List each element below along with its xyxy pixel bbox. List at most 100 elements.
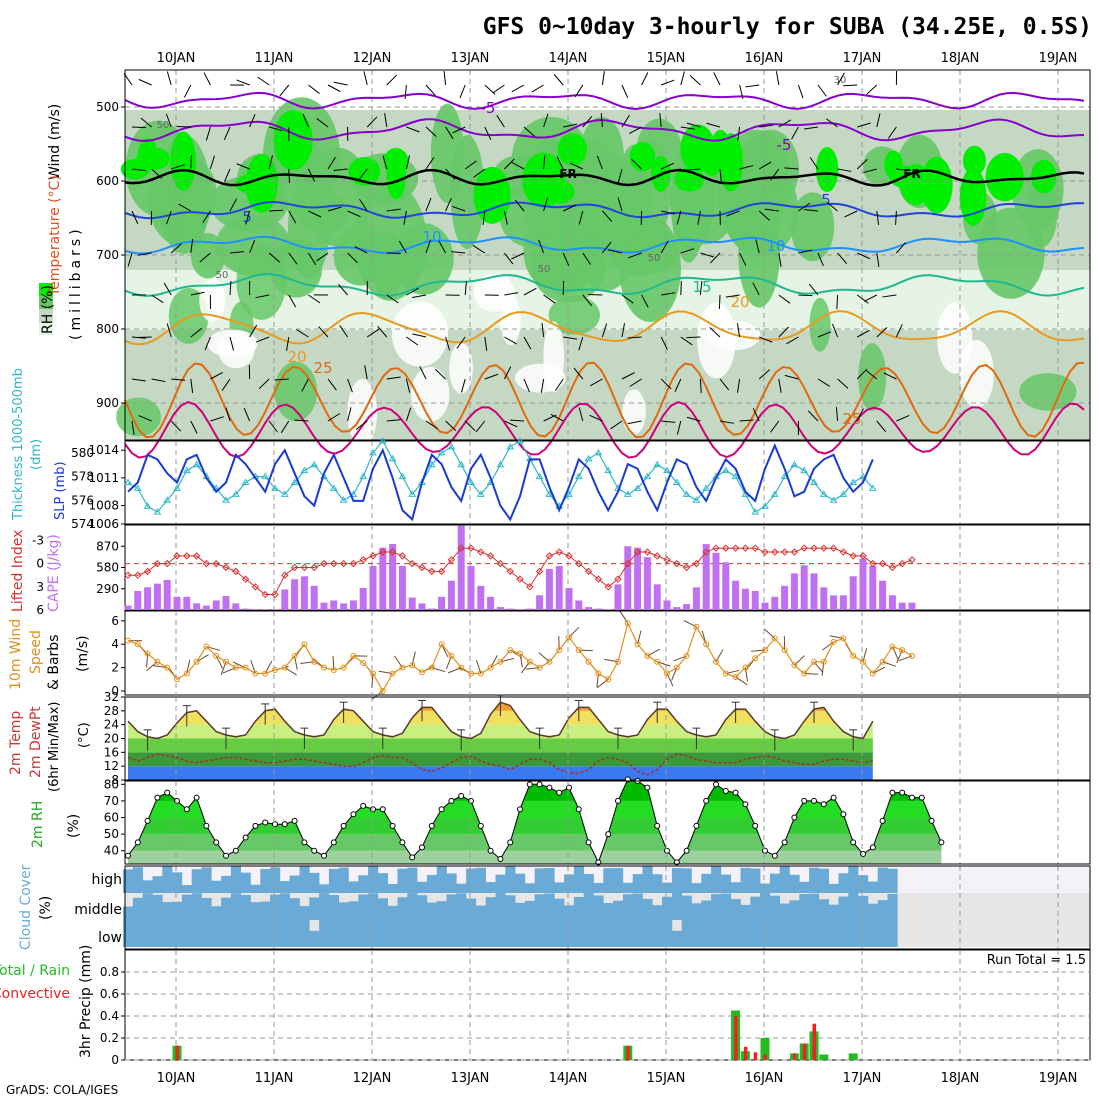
rh-point xyxy=(870,845,875,850)
cloud-bar xyxy=(545,893,555,920)
p4-ytick-label: 6 xyxy=(111,614,119,628)
p4-ylabel2: Speed xyxy=(28,630,44,674)
cloud-bar xyxy=(349,920,359,947)
cloud-bar xyxy=(584,920,594,947)
cloud-bar xyxy=(368,920,378,947)
cloud-bar xyxy=(662,920,672,947)
cloud-bar xyxy=(378,920,388,947)
cloud-bar xyxy=(192,869,202,893)
p4-ylabel3: & Barbs xyxy=(46,635,62,691)
rh-point xyxy=(929,818,934,823)
cloud-bar xyxy=(574,920,584,947)
rh-point xyxy=(194,795,199,800)
cloud-bar xyxy=(182,895,192,920)
cloud-bar xyxy=(701,874,711,893)
cloud-bar xyxy=(162,866,172,893)
cloud-bar xyxy=(652,905,662,920)
p5-ylabel2: 2m DewPt xyxy=(28,706,44,778)
rh-point xyxy=(498,857,503,862)
panel-upper-air: -5-5FRFR55101015202025255050505030500600… xyxy=(39,70,1090,458)
cape-bar xyxy=(330,600,337,610)
cape-bar xyxy=(654,584,661,610)
cloud-bar xyxy=(535,894,545,920)
rh-point xyxy=(488,848,493,853)
cape-bar xyxy=(801,565,808,610)
contour-label: 50 xyxy=(216,270,229,281)
cloud-bar xyxy=(643,920,653,947)
cloud-bar xyxy=(839,873,849,893)
cape-bar xyxy=(781,586,788,610)
p6-ytick-label: 50 xyxy=(104,827,119,841)
cloud-bar xyxy=(809,894,819,920)
cape-bar xyxy=(213,600,220,610)
contour-label: 20 xyxy=(287,348,306,366)
rh-point xyxy=(508,840,513,845)
p1-ytick-label: 500 xyxy=(96,100,119,114)
p5-ytick-label: 28 xyxy=(104,704,119,718)
p1-ylabel-wind: Wind (m/s) xyxy=(47,104,63,180)
cape-bar xyxy=(223,596,230,610)
cloud-bar xyxy=(260,902,270,920)
cloud-bar xyxy=(221,898,231,920)
cloud-bar xyxy=(349,881,359,893)
cloud-bar xyxy=(476,868,486,893)
cape-bar xyxy=(389,544,396,610)
rh-point xyxy=(606,832,611,837)
date-label-top: 14JAN xyxy=(549,51,588,66)
cape-bar xyxy=(458,526,465,610)
cloud-bar xyxy=(770,874,780,893)
cloud-bar xyxy=(672,931,682,947)
rh-point xyxy=(243,835,248,840)
rh-point xyxy=(772,853,777,858)
rh-point xyxy=(576,807,581,812)
rh-point xyxy=(782,840,787,845)
cloud-bar xyxy=(525,901,535,920)
rh-contour-fill-low xyxy=(622,389,646,434)
footer-credit: GrADS: COLA/IGES xyxy=(6,1083,118,1097)
cloud-bar xyxy=(182,920,192,947)
cloud-bar xyxy=(300,866,310,893)
rh-point xyxy=(253,823,258,828)
cloud-bar xyxy=(613,868,623,893)
p2-thick-tick-label: 580 xyxy=(71,446,94,460)
date-label-bottom: 15JAN xyxy=(647,1071,686,1086)
p8-ytick-label: 0.6 xyxy=(100,987,119,1001)
cloud-bar xyxy=(496,875,506,893)
rh-point xyxy=(214,840,219,845)
cape-bar xyxy=(134,591,141,610)
rh-contour-fill-low xyxy=(937,302,972,373)
p1-ytick-label: 800 xyxy=(96,322,119,336)
cloud-bar xyxy=(603,903,613,920)
p4-ytick-label: 2 xyxy=(111,661,119,675)
cloud-bar xyxy=(692,903,702,920)
p4-ylabel1: 10m Wind xyxy=(8,619,24,690)
cloud-bar xyxy=(466,920,476,947)
rh-point xyxy=(400,840,405,845)
cloud-bar xyxy=(515,920,525,947)
cloud-bar xyxy=(309,897,319,920)
p6-ylabel-unit: (%) xyxy=(66,814,82,838)
cloud-bar xyxy=(358,920,368,947)
cloud-bar xyxy=(643,899,653,920)
rh-point xyxy=(351,812,356,817)
rh-point xyxy=(518,807,523,812)
cloud-bar xyxy=(819,869,829,893)
date-label-bottom: 12JAN xyxy=(353,1071,392,1086)
rh-contour-fill-high xyxy=(170,132,196,191)
p1-ylabel-temp: Temperature (°C) xyxy=(47,175,63,297)
date-label-top: 17JAN xyxy=(843,51,882,66)
cape-bar xyxy=(536,595,543,610)
rh-point xyxy=(655,823,660,828)
cloud-bar xyxy=(535,868,545,893)
cloud-bar xyxy=(339,920,349,947)
p3-ylabel-right: CAPE (J/kg) xyxy=(46,534,62,612)
date-label-bottom: 14JAN xyxy=(549,1071,588,1086)
p7-ylabel-unit: (%) xyxy=(38,896,54,920)
p8-run-total: Run Total = 1.5 xyxy=(987,953,1086,968)
cloud-bar xyxy=(750,920,760,947)
cloud-bar xyxy=(368,866,378,893)
p2-thick-tick-label: 576 xyxy=(71,493,94,507)
cloud-bar xyxy=(878,868,888,893)
rh-point xyxy=(155,795,160,800)
cloud-bar xyxy=(290,920,300,947)
